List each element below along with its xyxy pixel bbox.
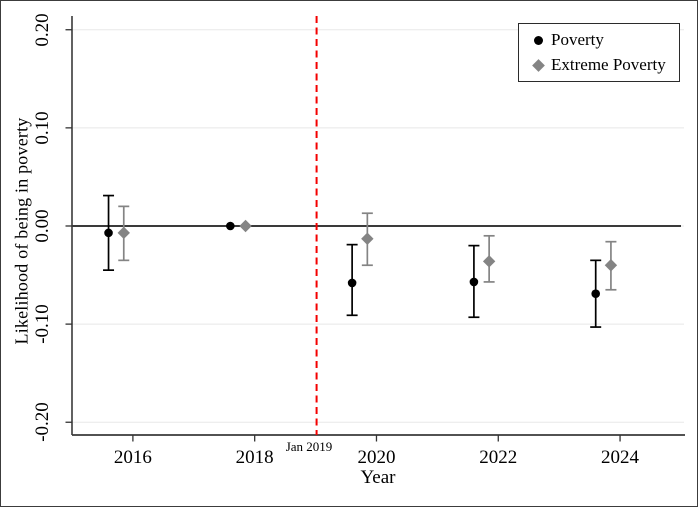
legend-label-extreme-poverty: Extreme Poverty bbox=[551, 55, 666, 74]
y-tick-label: -0.10 bbox=[32, 304, 53, 344]
y-tick-label: 0.10 bbox=[32, 111, 53, 145]
x-tick-label: 2018 bbox=[235, 447, 274, 468]
x-tick-label: 2016 bbox=[113, 447, 152, 468]
legend-item-poverty: Poverty bbox=[525, 29, 679, 51]
marker-extreme-poverty bbox=[239, 219, 252, 233]
marker-poverty bbox=[591, 289, 601, 298]
reference-line-label: Jan 2019 bbox=[285, 439, 333, 454]
x-tick-label: 2020 bbox=[357, 447, 396, 468]
marker-extreme-poverty bbox=[117, 226, 130, 240]
y-tick-label: 0.20 bbox=[32, 13, 53, 47]
marker-extreme-poverty bbox=[361, 232, 374, 245]
x-tick-label: 2022 bbox=[479, 447, 518, 468]
legend-marker-cell bbox=[525, 58, 551, 72]
marker-poverty bbox=[469, 277, 479, 287]
legend-label-poverty: Poverty bbox=[551, 30, 604, 49]
y-axis-title: Likelihood of being in poverty bbox=[11, 117, 32, 345]
marker-poverty bbox=[347, 278, 357, 288]
marker-extreme-poverty bbox=[482, 255, 496, 268]
marker-poverty bbox=[104, 228, 113, 238]
x-tick-label: 2024 bbox=[601, 447, 640, 468]
legend-item-extreme-poverty: Extreme Poverty bbox=[525, 54, 679, 76]
poverty-circle-icon bbox=[533, 35, 543, 45]
extreme-poverty-diamond-icon bbox=[531, 58, 545, 72]
legend-box: Poverty Extreme Poverty bbox=[518, 23, 680, 82]
legend-marker-cell bbox=[525, 35, 551, 45]
marker-poverty bbox=[226, 221, 235, 231]
x-axis-title: Year bbox=[360, 467, 396, 488]
y-tick-label: 0.00 bbox=[32, 209, 53, 243]
y-tick-label: -0.20 bbox=[32, 402, 53, 443]
marker-extreme-poverty bbox=[604, 259, 618, 272]
